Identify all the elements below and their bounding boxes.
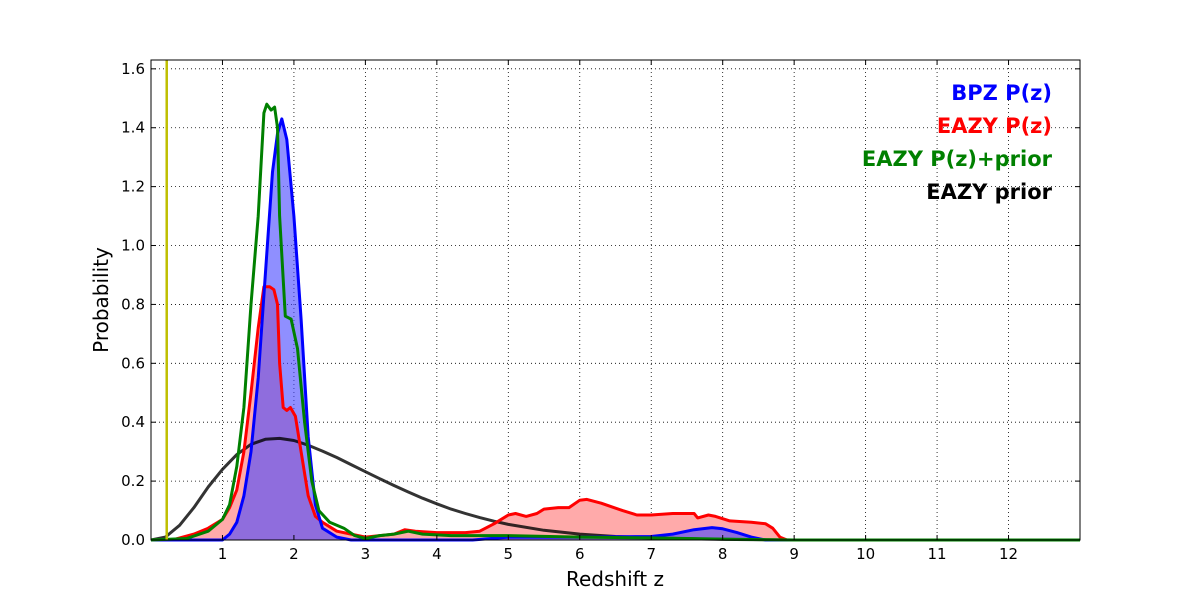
x-tick-label: 1 bbox=[218, 545, 228, 563]
y-axis-label: Probability bbox=[89, 247, 113, 353]
legend: BPZ P(z) EAZY P(z) EAZY P(z)+prior EAZY pri… bbox=[862, 81, 1053, 204]
x-tick-label: 2 bbox=[289, 545, 299, 563]
plot-frame bbox=[150, 59, 1081, 541]
y-tick-labels: 0.0 0.2 0.4 0.6 0.8 1.0 1.2 1.4 1.6 bbox=[121, 60, 145, 549]
x-axis-label: Redshift z bbox=[566, 567, 664, 591]
x-tick-label: 9 bbox=[789, 545, 799, 563]
axis-ticks bbox=[151, 60, 1080, 541]
x-tick-label: 10 bbox=[856, 545, 875, 563]
grid bbox=[151, 60, 1080, 541]
x-tick-label: 7 bbox=[646, 545, 656, 563]
x-tick-label: 8 bbox=[718, 545, 728, 563]
x-tick-label: 12 bbox=[999, 545, 1018, 563]
y-tick-label: 0.4 bbox=[121, 413, 145, 431]
legend-eazy-prior: EAZY prior bbox=[926, 180, 1052, 204]
x-tick-label: 11 bbox=[928, 545, 947, 563]
x-tick-labels: 1 2 3 4 5 6 7 8 9 10 11 12 bbox=[218, 545, 1018, 563]
x-tick-label: 5 bbox=[504, 545, 514, 563]
y-tick-label: 0.8 bbox=[121, 295, 145, 313]
x-tick-label: 6 bbox=[575, 545, 585, 563]
x-tick-label: 4 bbox=[432, 545, 442, 563]
legend-eazy-p-z-prior: EAZY P(z)+prior bbox=[862, 147, 1053, 171]
y-tick-label: 0.2 bbox=[121, 472, 145, 490]
y-tick-label: 1.6 bbox=[121, 60, 145, 78]
eazy-p-z-prior-line bbox=[150, 102, 1080, 542]
y-tick-label: 1.0 bbox=[121, 237, 145, 255]
x-tick-label: 3 bbox=[361, 545, 371, 563]
y-tick-label: 1.4 bbox=[121, 119, 145, 137]
y-tick-label: 0.0 bbox=[121, 531, 145, 549]
series-lines bbox=[150, 102, 1080, 542]
legend-eazy-p-z: EAZY P(z) bbox=[937, 114, 1052, 138]
y-tick-label: 1.2 bbox=[121, 178, 145, 196]
y-tick-label: 0.6 bbox=[121, 354, 145, 372]
bpz-p-z-line bbox=[151, 117, 1080, 542]
legend-bpz-p-z: BPZ P(z) bbox=[951, 81, 1052, 105]
